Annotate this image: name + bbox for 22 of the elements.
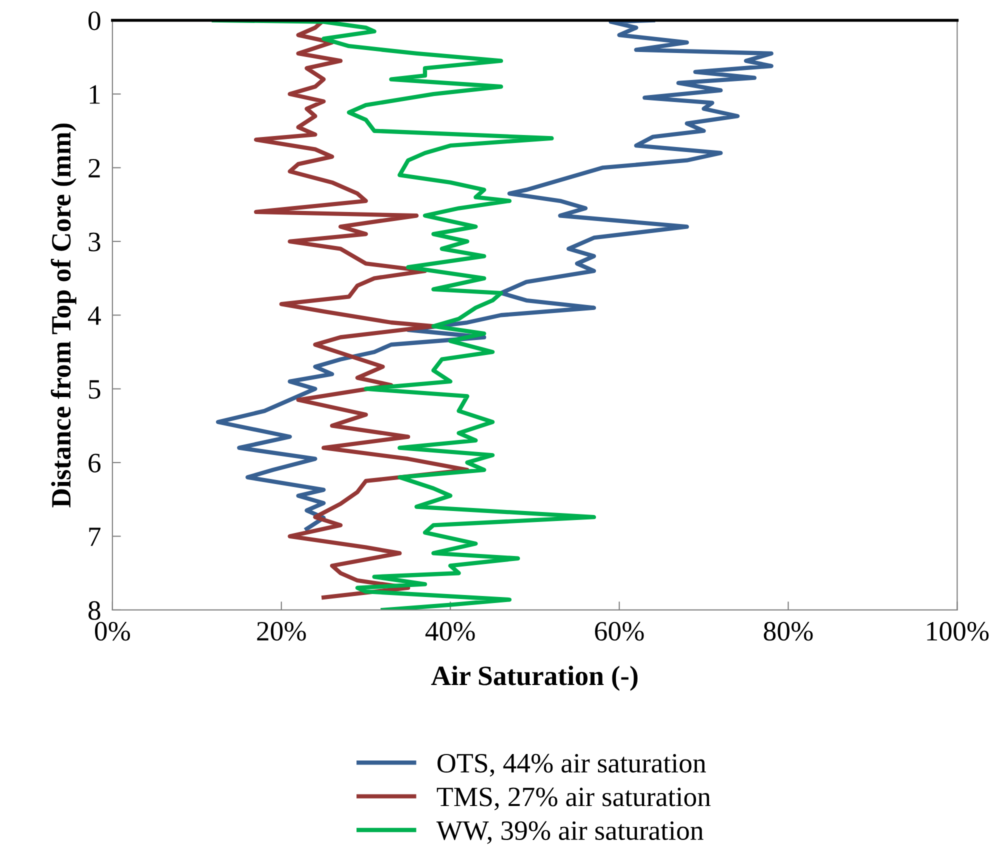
y-tick-label: 4 xyxy=(88,306,101,325)
y-tick-label: 3 xyxy=(88,232,100,252)
x-tick-label: 100% xyxy=(927,622,989,641)
x-tick-label: 20% xyxy=(257,622,306,641)
y-tick-label: 8 xyxy=(88,601,100,620)
y-tick-label: 7 xyxy=(89,528,101,546)
y-tick-label: 2 xyxy=(88,158,100,178)
y-tick-label: 0 xyxy=(88,11,100,30)
x-axis-title: Air Saturation (-) xyxy=(431,666,638,691)
y-tick-label: 1 xyxy=(90,85,100,104)
line-series xyxy=(212,20,596,610)
x-tick-label: 0% xyxy=(94,622,130,641)
x-tick-label: 40% xyxy=(425,622,475,641)
x-tick-label: 80% xyxy=(764,622,813,641)
y-axis-title: Distance from Top of Core (mm) xyxy=(50,124,76,508)
legend-label: OTS, 44% air saturation xyxy=(438,754,706,777)
line-series xyxy=(216,20,774,531)
legend-label: TMS, 27% air saturation xyxy=(436,788,711,810)
x-tick-label: 60% xyxy=(595,622,644,641)
y-tick-label: 6 xyxy=(88,454,100,472)
legend-label: WW, 39% air saturation xyxy=(436,821,704,844)
y-tick-label: 5 xyxy=(89,380,100,399)
